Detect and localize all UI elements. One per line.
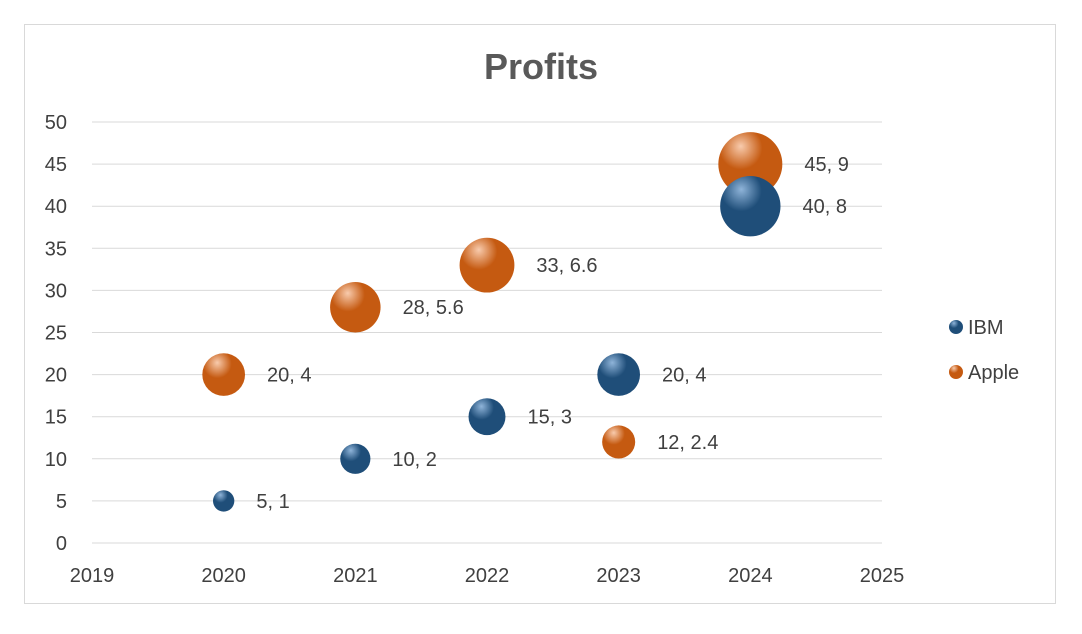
- data-label: 40, 8: [803, 196, 847, 218]
- chart-title: Profits: [484, 46, 598, 87]
- bubble-apple[interactable]: [202, 353, 246, 396]
- x-tick-label: 2021: [333, 565, 378, 587]
- x-tick-label: 2025: [860, 565, 905, 587]
- data-label: 10, 2: [392, 449, 436, 471]
- data-label: 28, 5.6: [403, 297, 464, 319]
- x-tick-label: 2020: [201, 565, 246, 587]
- chart-area: Profits 0 5 10 15 20 25 30 35 40 45 50 2019 2020 202…: [24, 24, 1056, 604]
- y-tick-label: 30: [45, 280, 67, 302]
- x-tick-label: 2023: [596, 565, 641, 587]
- bubble-apple[interactable]: [459, 237, 515, 293]
- y-axis: 0 5 10 15 20 25 30 35 40 45 50: [45, 112, 67, 555]
- y-tick-label: 5: [56, 491, 67, 513]
- legend-marker-ibm: [949, 320, 963, 334]
- y-tick-label: 0: [56, 533, 67, 555]
- data-labels: 5, 1 10, 2 15, 3 20, 4 40, 8 20, 4 28, 5.6 33, …: [256, 154, 848, 513]
- bubble-apple[interactable]: [602, 425, 636, 459]
- data-label: 20, 4: [267, 365, 311, 387]
- y-tick-label: 35: [45, 238, 67, 260]
- data-label: 12, 2.4: [657, 432, 718, 454]
- y-tick-label: 40: [45, 196, 67, 218]
- y-tick-label: 20: [45, 365, 67, 387]
- x-tick-label: 2022: [465, 565, 510, 587]
- y-tick-label: 45: [45, 154, 67, 176]
- bubble-ibm[interactable]: [720, 176, 781, 237]
- y-tick-label: 25: [45, 323, 67, 345]
- y-tick-label: 50: [45, 112, 67, 134]
- y-tick-label: 10: [45, 449, 67, 471]
- x-tick-label: 2019: [70, 565, 115, 587]
- x-axis: 2019 2020 2021 2022 2023 2024 2025: [70, 565, 905, 587]
- bubble-ibm[interactable]: [340, 443, 371, 474]
- data-label: 33, 6.6: [536, 255, 597, 277]
- bubble-ibm[interactable]: [468, 398, 506, 436]
- data-label: 5, 1: [256, 491, 289, 513]
- data-label: 15, 3: [527, 407, 571, 429]
- legend[interactable]: IBM Apple: [949, 317, 1019, 384]
- bubble-apple[interactable]: [330, 281, 381, 333]
- x-tick-label: 2024: [728, 565, 773, 587]
- legend-marker-apple: [949, 365, 963, 379]
- plot-area: [202, 132, 783, 512]
- bubble-apple[interactable]: [718, 132, 783, 197]
- bubble-ibm[interactable]: [213, 490, 235, 512]
- data-label: 20, 4: [662, 365, 706, 387]
- bubble-ibm[interactable]: [597, 353, 641, 396]
- legend-label-ibm: IBM: [968, 317, 1004, 339]
- data-label: 45, 9: [804, 154, 848, 176]
- y-tick-label: 15: [45, 407, 67, 429]
- legend-label-apple: Apple: [968, 362, 1019, 384]
